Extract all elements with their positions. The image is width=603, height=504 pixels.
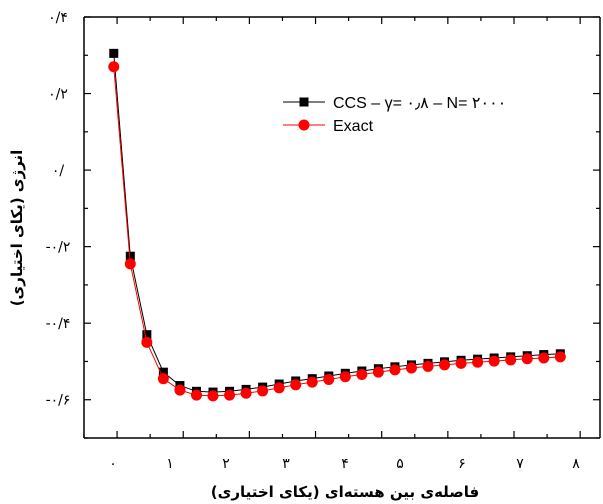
data-point-circle xyxy=(273,382,285,394)
x-axis: ۰ ۱ ۲ ۳ ۴ ۵ ۶ ۷ ۸ xyxy=(83,17,581,472)
data-point-circle xyxy=(240,387,252,399)
data-point-square xyxy=(158,367,168,377)
data-point-circle xyxy=(389,364,401,376)
series-line-1 xyxy=(113,66,561,397)
x-tick-label: ۳ xyxy=(282,456,290,472)
data-point-square xyxy=(109,48,119,58)
data-point-circle xyxy=(538,352,550,364)
data-point-circle xyxy=(488,355,500,367)
x-tick-label: ۶ xyxy=(458,456,466,472)
data-point-circle xyxy=(124,258,136,270)
y-tick-label: -۰/۶ xyxy=(46,393,71,409)
data-point-circle xyxy=(356,368,368,380)
x-tick-label: ۸ xyxy=(572,456,580,472)
data-point-circle xyxy=(257,385,269,397)
data-point-circle xyxy=(290,379,302,391)
x-tick-label: ۵ xyxy=(396,456,404,472)
y-tick-label: ۰/۴ xyxy=(48,10,68,26)
x-tick-label: ۲ xyxy=(222,456,230,472)
y-tick-label: ۰/ xyxy=(52,163,65,179)
data-point-circle xyxy=(157,373,169,385)
data-point-circle xyxy=(521,353,533,365)
data-point-circle xyxy=(472,356,484,368)
data-point-circle xyxy=(323,373,335,385)
data-point-circle xyxy=(141,336,153,348)
legend-label: CCS – γ= ۰٫۸ – N= ۲۰۰۰ xyxy=(333,95,506,112)
data-point-circle xyxy=(439,359,451,371)
data-point-circle xyxy=(190,389,202,401)
data-point-square xyxy=(125,251,135,261)
x-tick-label: ۴ xyxy=(341,456,349,472)
y-axis-title: انرژی (یکای اختیاری) xyxy=(8,150,26,307)
data-point-circle xyxy=(372,366,384,378)
data-point-circle xyxy=(422,360,434,372)
y-axis: ۰/۴ ۰/۲ ۰/ -۰/۲ -۰/۴ -۰/۶ xyxy=(46,10,600,439)
data-point-circle xyxy=(339,371,351,383)
legend-label: Exact xyxy=(333,118,374,135)
data-point-circle xyxy=(505,354,517,366)
data-point-circle xyxy=(405,362,417,374)
series-line-0 xyxy=(113,53,561,393)
data-point-circle xyxy=(455,357,467,369)
data-point-circle xyxy=(554,351,566,363)
x-axis-title: فاصله‌ی بین هسته‌ای (یکای اختیاری) xyxy=(211,483,480,501)
data-point-circle xyxy=(174,384,186,396)
y-tick-label: -۰/۴ xyxy=(46,316,71,332)
y-tick-label: ۰/۲ xyxy=(48,87,68,103)
data-point-circle xyxy=(108,61,120,73)
legend: CCS – γ= ۰٫۸ – N= ۲۰۰۰ Exact xyxy=(283,95,506,135)
legend-marker-circle xyxy=(298,119,310,131)
data-point-circle xyxy=(207,390,219,402)
y-tick-label: -۰/۲ xyxy=(46,240,71,256)
series-layer xyxy=(108,48,566,402)
data-point-circle xyxy=(224,389,236,401)
x-tick-label: ۰ xyxy=(109,456,117,472)
x-tick-label: ۱ xyxy=(166,456,174,472)
legend-marker-square xyxy=(299,97,309,107)
data-point-circle xyxy=(306,376,318,388)
data-point-square xyxy=(142,330,152,340)
x-tick-label: ۷ xyxy=(516,456,524,472)
